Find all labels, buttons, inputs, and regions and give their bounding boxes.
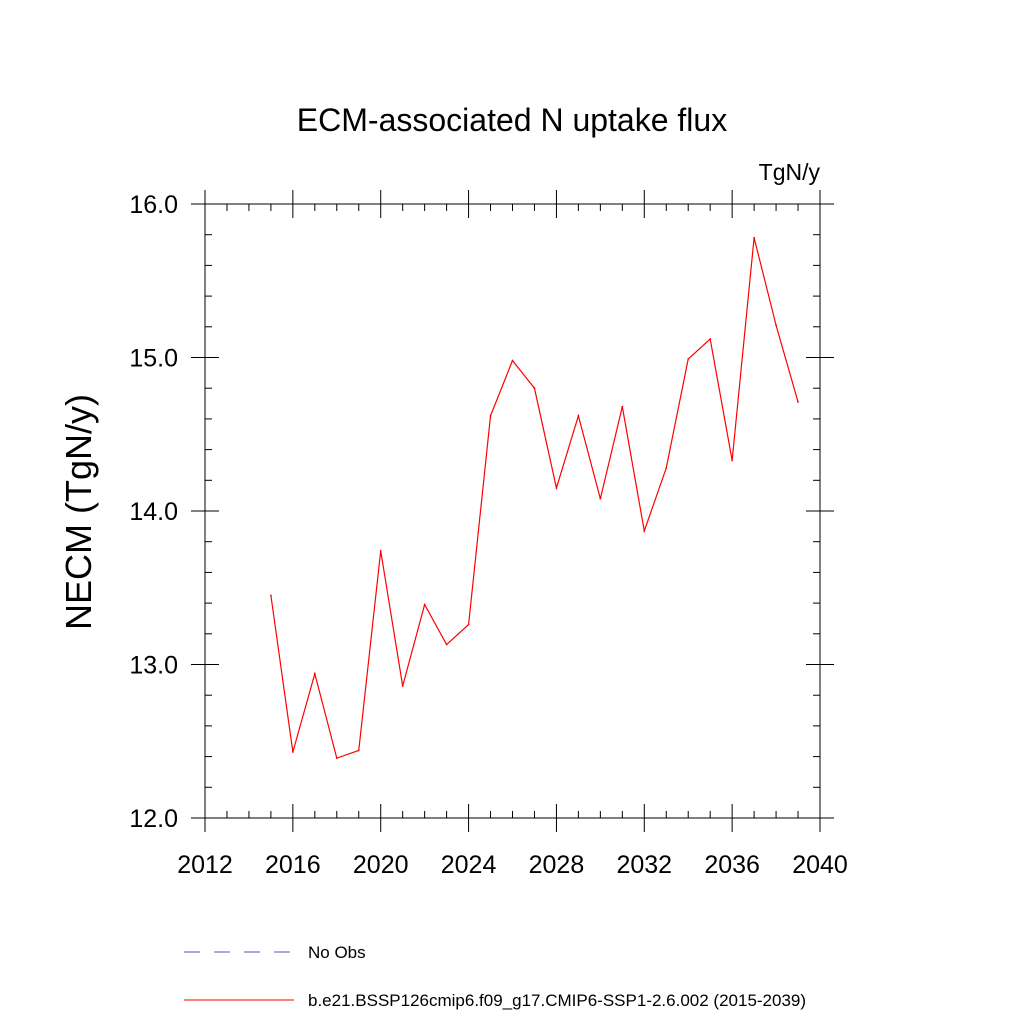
data-point (423, 603, 426, 606)
units-label: TgN/y (759, 159, 821, 185)
x-tick-label: 2032 (616, 851, 672, 879)
data-point (489, 414, 492, 417)
data-point (687, 358, 690, 360)
data-point (599, 497, 602, 500)
data-point (621, 405, 624, 408)
data-point (335, 757, 338, 760)
y-tick-label: 12.0 (129, 805, 178, 833)
x-tick-label: 2028 (529, 851, 585, 879)
data-point (313, 672, 316, 675)
y-axis-label: NECM (TgN/y) (58, 394, 99, 630)
data-point (555, 487, 558, 489)
data-point (665, 467, 668, 469)
data-point (753, 236, 756, 239)
legend-label: b.e21.BSSP126cmip6.f09_g17.CMIP6-SSP1-2.… (308, 991, 806, 1010)
plot-frame (204, 203, 821, 819)
data-point (467, 623, 470, 626)
chart-title: ECM-associated N uptake flux (297, 102, 727, 138)
data-point (269, 594, 272, 597)
data-point (511, 359, 514, 362)
x-tick-label: 2020 (353, 851, 409, 879)
x-tick-label: 2024 (441, 851, 497, 879)
x-tick-label: 2036 (704, 851, 760, 879)
data-point (401, 685, 404, 687)
data-point (775, 324, 777, 327)
data-point (357, 749, 360, 752)
series-line (270, 237, 799, 759)
data-point (731, 459, 734, 462)
plot-area (269, 236, 799, 760)
legend: No Obs b.e21.BSSP126cmip6.f09_g17.CMIP6-S… (184, 943, 806, 1010)
data-point (577, 414, 580, 417)
y-tick-label: 14.0 (129, 498, 178, 526)
legend-label: No Obs (308, 943, 366, 962)
y-tick-label: 15.0 (129, 345, 178, 373)
x-tick-label: 2016 (265, 851, 321, 879)
x-tick-label: 2040 (792, 851, 848, 879)
data-point (379, 550, 382, 552)
axes: 2012 2016 2020 2024 2028 2032 2036 2040 12.0 13.0… (129, 190, 848, 879)
data-point (709, 338, 712, 340)
y-tick-label: 16.0 (129, 191, 178, 219)
x-tick-label: 2012 (177, 851, 233, 879)
data-point (797, 401, 799, 403)
data-point (445, 643, 448, 646)
data-point (643, 530, 646, 532)
data-point (291, 751, 294, 753)
y-tick-label: 13.0 (129, 652, 178, 680)
data-point (533, 387, 536, 390)
